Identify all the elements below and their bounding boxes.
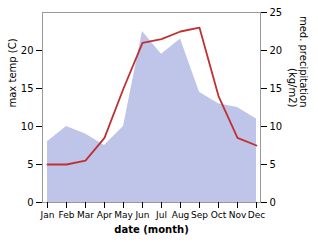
svg-text:date (month): date (month) <box>114 224 188 235</box>
svg-text:Feb: Feb <box>59 210 75 220</box>
svg-text:Dec: Dec <box>248 210 265 220</box>
svg-text:20: 20 <box>270 45 283 56</box>
svg-text:Oct: Oct <box>211 210 227 220</box>
svg-text:20: 20 <box>21 45 34 56</box>
svg-text:0: 0 <box>27 197 33 208</box>
svg-text:Jul: Jul <box>155 210 167 220</box>
svg-text:15: 15 <box>21 83 34 94</box>
svg-text:Jan: Jan <box>40 210 55 220</box>
svg-text:10: 10 <box>21 121 34 132</box>
svg-text:25: 25 <box>270 7 283 18</box>
svg-text:0: 0 <box>270 197 276 208</box>
svg-text:Sep: Sep <box>191 210 208 220</box>
svg-text:5: 5 <box>270 159 276 170</box>
svg-text:Aug: Aug <box>172 210 190 220</box>
svg-text:Nov: Nov <box>229 210 247 220</box>
svg-text:May: May <box>114 210 133 220</box>
svg-text:med. precipitation(kg/m2): med. precipitation(kg/m2) <box>287 16 309 108</box>
svg-text:10: 10 <box>270 121 283 132</box>
svg-text:15: 15 <box>270 83 283 94</box>
svg-text:Apr: Apr <box>97 210 113 220</box>
svg-text:5: 5 <box>27 159 33 170</box>
svg-text:max temp (C): max temp (C) <box>7 38 18 107</box>
svg-text:Mar: Mar <box>77 210 94 220</box>
svg-text:Jun: Jun <box>134 210 149 220</box>
